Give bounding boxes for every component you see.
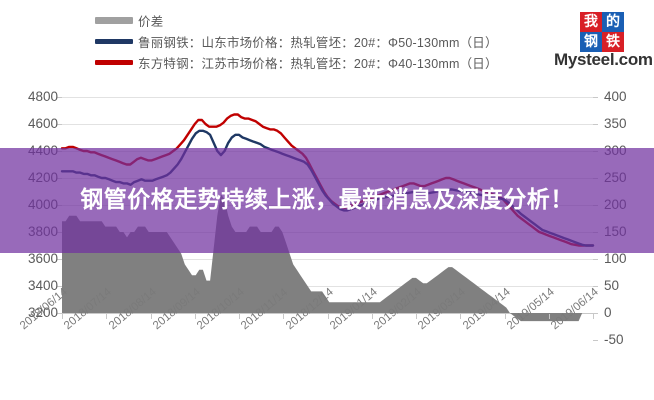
legend-swatch-dongfang (95, 60, 133, 65)
logo-char-de: 的 (602, 12, 624, 32)
x-tick-mark (106, 314, 107, 319)
gridline (62, 259, 593, 260)
mysteel-logo: 我 的 钢 铁 Mysteel.com (554, 12, 653, 74)
x-tick-mark (62, 314, 63, 319)
x-tick-mark (416, 314, 417, 319)
y-axis-left-tick: 3600 (27, 251, 58, 266)
y-axis-right-tick: 100 (604, 251, 627, 266)
legend-swatch-spread (95, 17, 133, 24)
gridline (62, 97, 593, 98)
y-axis-left-tick: 3200 (27, 305, 58, 320)
gridline (62, 286, 593, 287)
y-axis-left-tick: 4800 (27, 89, 58, 104)
y-axis-right-tick: 0 (604, 305, 612, 320)
y-axis-right-tick: 400 (604, 89, 627, 104)
x-tick-mark (195, 314, 196, 319)
series-area-spread (62, 194, 593, 322)
logo-char-wo: 我 (580, 12, 602, 32)
y-tick-mark-right (593, 259, 598, 260)
x-tick-mark (549, 314, 550, 319)
x-tick-mark (151, 314, 152, 319)
x-tick-mark (593, 314, 594, 319)
x-tick-mark (239, 314, 240, 319)
y-axis-left-tick: 4600 (27, 116, 58, 131)
x-tick-mark (460, 314, 461, 319)
y-tick-mark-right (593, 124, 598, 125)
y-tick-mark-left (57, 313, 62, 314)
overlay-headline: 钢管价格走势持续上涨，最新消息及深度分析！ (80, 186, 574, 213)
x-tick-mark (372, 314, 373, 319)
y-tick-mark-left (57, 97, 62, 98)
legend-item-dongfang: 东方特钢：江苏市场价格：热轧管坯：20#：Φ40-130mm（日） (95, 52, 565, 73)
chart-legend: 价差 鲁丽钢铁：山东市场价格：热轧管坯：20#：Φ50-130mm（日） 东方特… (95, 10, 565, 73)
logo-char-gang: 钢 (580, 32, 602, 52)
logo-wordmark: Mysteel.com (554, 50, 653, 69)
x-tick-mark (328, 314, 329, 319)
gridline (62, 313, 593, 314)
logo-char-tie: 铁 (602, 32, 624, 52)
y-tick-mark-right (593, 286, 598, 287)
y-tick-mark-left (57, 286, 62, 287)
legend-label-spread: 价差 (138, 15, 164, 29)
overlay-banner: 钢管价格走势持续上涨，最新消息及深度分析！ (0, 148, 654, 253)
y-axis-right-tick: 50 (604, 278, 620, 293)
y-axis-right-tick: -50 (604, 332, 624, 347)
y-tick-mark-right (593, 313, 598, 314)
logo-character-grid: 我 的 钢 铁 (580, 12, 624, 52)
legend-item-spread: 价差 (95, 10, 565, 31)
y-tick-mark-right (593, 97, 598, 98)
y-tick-mark-right (593, 340, 598, 341)
y-tick-mark-left (57, 259, 62, 260)
x-tick-mark (505, 314, 506, 319)
y-axis-right-tick: 350 (604, 116, 627, 131)
legend-item-luli: 鲁丽钢铁：山东市场价格：热轧管坯：20#：Φ50-130mm（日） (95, 31, 565, 52)
legend-label-luli: 鲁丽钢铁：山东市场价格：热轧管坯：20#：Φ50-130mm（日） (138, 36, 498, 50)
x-tick-mark (283, 314, 284, 319)
legend-swatch-luli (95, 39, 133, 44)
y-tick-mark-left (57, 124, 62, 125)
y-axis-left-tick: 3400 (27, 278, 58, 293)
gridline (62, 124, 593, 125)
legend-label-dongfang: 东方特钢：江苏市场价格：热轧管坯：20#：Φ40-130mm（日） (138, 57, 498, 71)
